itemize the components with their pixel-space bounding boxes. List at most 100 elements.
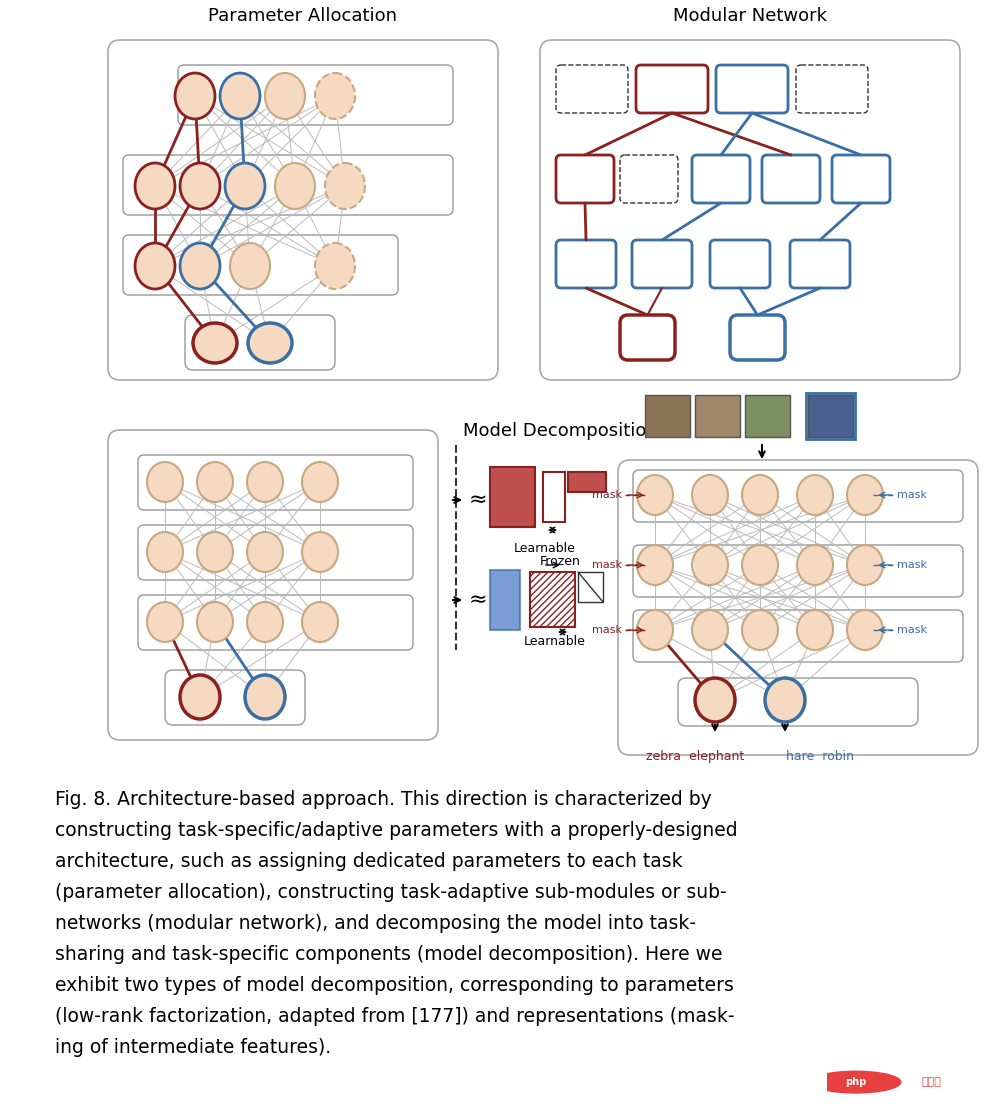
FancyBboxPatch shape bbox=[165, 670, 305, 725]
Ellipse shape bbox=[245, 675, 285, 720]
Text: ≈: ≈ bbox=[469, 590, 487, 610]
FancyBboxPatch shape bbox=[578, 572, 603, 602]
FancyBboxPatch shape bbox=[490, 467, 535, 527]
FancyBboxPatch shape bbox=[138, 525, 413, 580]
Ellipse shape bbox=[197, 602, 233, 642]
Ellipse shape bbox=[180, 163, 220, 209]
FancyBboxPatch shape bbox=[762, 155, 820, 203]
Ellipse shape bbox=[847, 475, 883, 515]
FancyBboxPatch shape bbox=[618, 461, 978, 755]
Ellipse shape bbox=[742, 475, 778, 515]
Text: Frozen: Frozen bbox=[539, 555, 581, 568]
Ellipse shape bbox=[302, 602, 338, 642]
Ellipse shape bbox=[147, 532, 183, 572]
Ellipse shape bbox=[135, 163, 175, 209]
Ellipse shape bbox=[265, 73, 305, 118]
FancyBboxPatch shape bbox=[123, 235, 398, 294]
FancyBboxPatch shape bbox=[636, 65, 708, 113]
Text: constructing task-specific/adaptive parameters with a properly-designed: constructing task-specific/adaptive para… bbox=[55, 821, 738, 840]
Text: zebra  elephant: zebra elephant bbox=[646, 751, 744, 763]
Text: networks (modular network), and decomposing the model into task-: networks (modular network), and decompos… bbox=[55, 914, 696, 933]
Ellipse shape bbox=[847, 610, 883, 650]
Ellipse shape bbox=[797, 475, 833, 515]
FancyBboxPatch shape bbox=[620, 315, 675, 360]
Ellipse shape bbox=[637, 475, 673, 515]
Text: Modular Network: Modular Network bbox=[673, 7, 827, 25]
Text: mask: mask bbox=[592, 625, 622, 635]
Ellipse shape bbox=[742, 610, 778, 650]
FancyBboxPatch shape bbox=[138, 455, 413, 510]
Text: Model Decomposition: Model Decomposition bbox=[463, 422, 657, 439]
FancyBboxPatch shape bbox=[123, 155, 453, 215]
Ellipse shape bbox=[797, 610, 833, 650]
Ellipse shape bbox=[247, 532, 283, 572]
Text: Parameter Allocation: Parameter Allocation bbox=[209, 7, 397, 25]
Text: Fig. 8. Architecture-based approach. This direction is characterized by: Fig. 8. Architecture-based approach. Thi… bbox=[55, 790, 712, 809]
Ellipse shape bbox=[147, 602, 183, 642]
Ellipse shape bbox=[692, 610, 728, 650]
FancyBboxPatch shape bbox=[832, 155, 890, 203]
FancyBboxPatch shape bbox=[645, 395, 690, 437]
FancyBboxPatch shape bbox=[692, 155, 750, 203]
Ellipse shape bbox=[248, 323, 292, 363]
Text: mask: mask bbox=[897, 490, 927, 500]
Ellipse shape bbox=[637, 610, 673, 650]
FancyBboxPatch shape bbox=[745, 395, 790, 437]
Circle shape bbox=[810, 1072, 901, 1093]
FancyBboxPatch shape bbox=[185, 315, 335, 370]
Text: Learnable: Learnable bbox=[514, 542, 576, 555]
Ellipse shape bbox=[175, 73, 215, 118]
Ellipse shape bbox=[225, 163, 265, 209]
Ellipse shape bbox=[692, 545, 728, 584]
Ellipse shape bbox=[302, 462, 338, 501]
Text: sharing and task-specific components (model decomposition). Here we: sharing and task-specific components (mo… bbox=[55, 945, 723, 964]
Text: mask: mask bbox=[897, 625, 927, 635]
Ellipse shape bbox=[135, 244, 175, 289]
Ellipse shape bbox=[692, 475, 728, 515]
FancyBboxPatch shape bbox=[108, 40, 498, 380]
FancyBboxPatch shape bbox=[632, 240, 692, 288]
Ellipse shape bbox=[742, 545, 778, 584]
Text: architecture, such as assigning dedicated parameters to each task: architecture, such as assigning dedicate… bbox=[55, 852, 682, 871]
Ellipse shape bbox=[765, 677, 805, 722]
FancyBboxPatch shape bbox=[540, 40, 960, 380]
Text: exhibit two types of model decomposition, corresponding to parameters: exhibit two types of model decomposition… bbox=[55, 976, 734, 995]
FancyBboxPatch shape bbox=[678, 677, 918, 726]
Text: ≈: ≈ bbox=[469, 490, 487, 510]
FancyBboxPatch shape bbox=[716, 65, 788, 113]
FancyBboxPatch shape bbox=[790, 240, 850, 288]
Text: hare  robin: hare robin bbox=[786, 751, 854, 763]
Text: ing of intermediate features).: ing of intermediate features). bbox=[55, 1038, 331, 1057]
FancyBboxPatch shape bbox=[490, 570, 520, 630]
Ellipse shape bbox=[230, 244, 270, 289]
Ellipse shape bbox=[275, 163, 314, 209]
Ellipse shape bbox=[247, 462, 283, 501]
Ellipse shape bbox=[314, 244, 355, 289]
FancyBboxPatch shape bbox=[138, 594, 413, 650]
FancyBboxPatch shape bbox=[730, 315, 785, 360]
Ellipse shape bbox=[180, 244, 220, 289]
FancyBboxPatch shape bbox=[108, 430, 438, 739]
FancyBboxPatch shape bbox=[543, 472, 565, 523]
Text: Learnable: Learnable bbox=[524, 635, 586, 648]
FancyBboxPatch shape bbox=[556, 155, 614, 203]
Text: (low-rank factorization, adapted from [177]) and representations (mask-: (low-rank factorization, adapted from [1… bbox=[55, 1007, 735, 1026]
Ellipse shape bbox=[302, 532, 338, 572]
Ellipse shape bbox=[147, 462, 183, 501]
Ellipse shape bbox=[314, 73, 355, 118]
Text: (parameter allocation), constructing task-adaptive sub-modules or sub-: (parameter allocation), constructing tas… bbox=[55, 883, 727, 902]
FancyBboxPatch shape bbox=[796, 65, 868, 113]
FancyBboxPatch shape bbox=[633, 470, 963, 523]
FancyBboxPatch shape bbox=[530, 572, 575, 627]
FancyBboxPatch shape bbox=[556, 65, 628, 113]
Ellipse shape bbox=[797, 545, 833, 584]
Ellipse shape bbox=[193, 323, 237, 363]
FancyBboxPatch shape bbox=[568, 472, 606, 492]
FancyBboxPatch shape bbox=[710, 240, 770, 288]
Text: 中文网: 中文网 bbox=[921, 1077, 941, 1087]
FancyBboxPatch shape bbox=[620, 155, 678, 203]
FancyBboxPatch shape bbox=[178, 65, 453, 125]
Ellipse shape bbox=[637, 545, 673, 584]
Text: mask: mask bbox=[592, 490, 622, 500]
FancyBboxPatch shape bbox=[556, 240, 616, 288]
